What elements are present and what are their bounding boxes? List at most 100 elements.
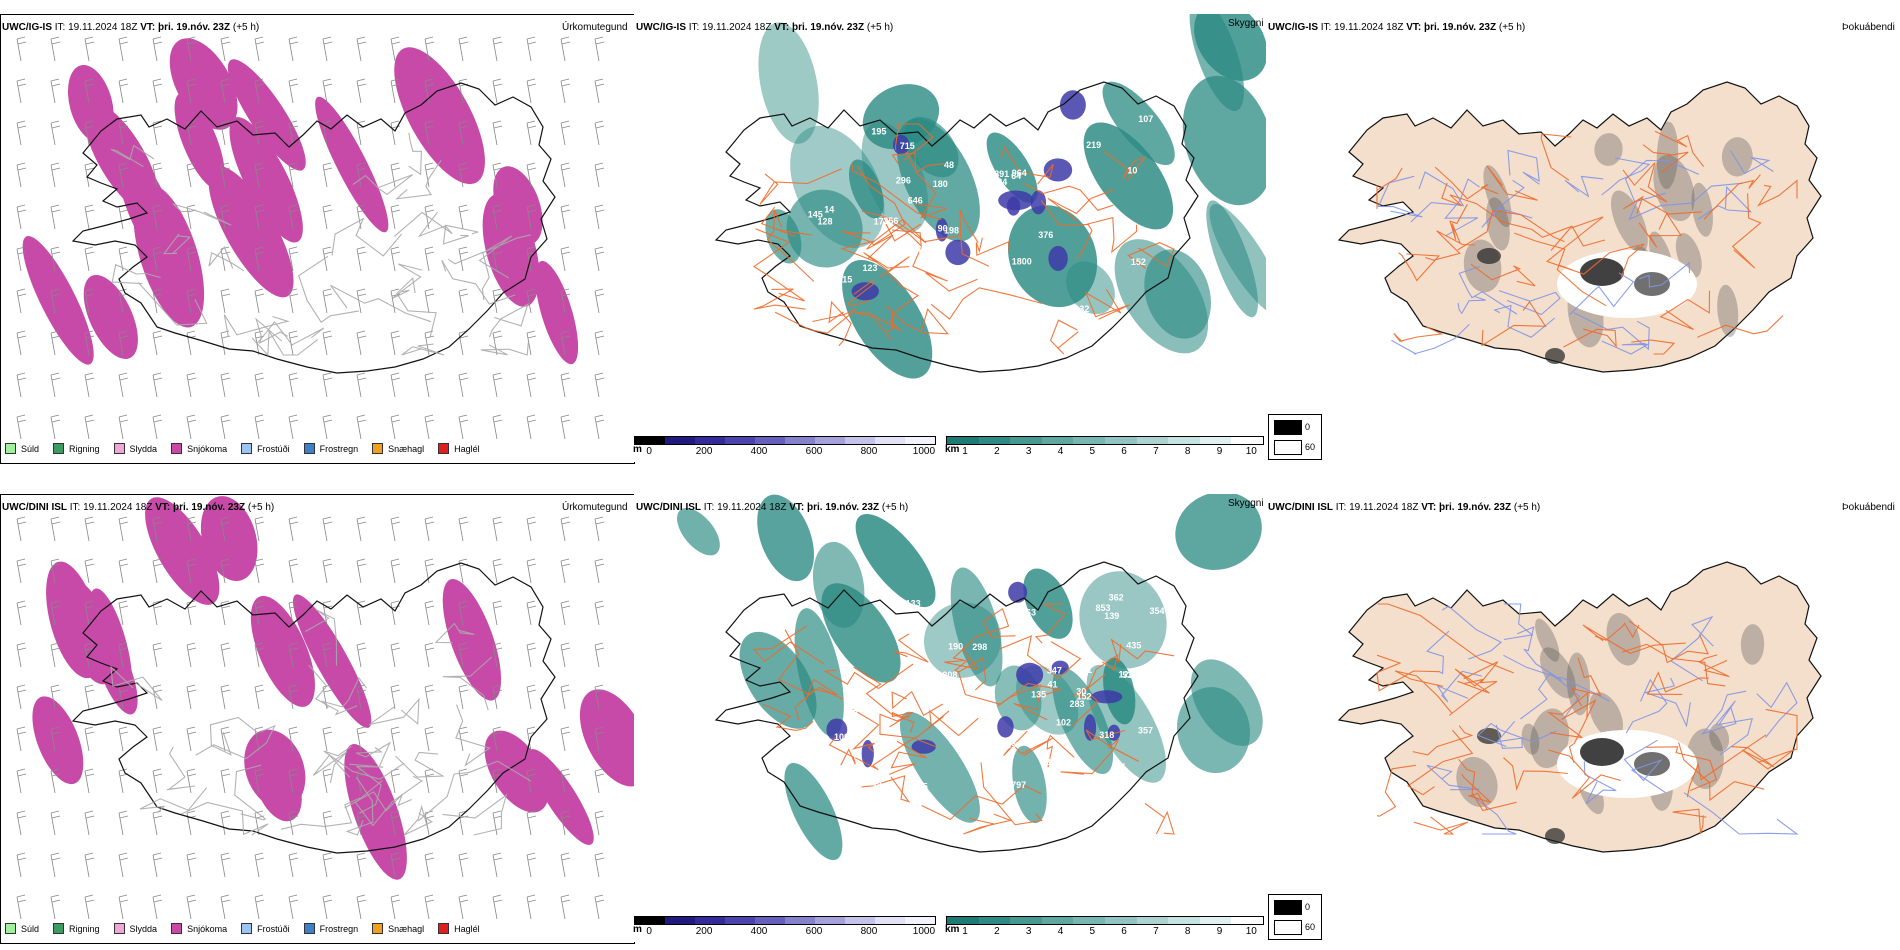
wind-barb: [84, 894, 95, 920]
wind-barb: [16, 810, 27, 836]
road-line: [891, 690, 944, 717]
wind-barb: [424, 36, 435, 62]
colorbar-cell: [845, 437, 875, 444]
it-label: IT:: [69, 502, 81, 513]
wind-barb: [356, 600, 367, 626]
road-line: [368, 697, 420, 726]
wind-barb: [84, 78, 95, 104]
wind-barb: [390, 642, 401, 668]
wind-barb: [594, 204, 605, 230]
wind-barb: [560, 372, 571, 398]
cloud-base-label: 220: [867, 778, 882, 788]
wind-barb: [356, 120, 367, 146]
road-line: [1595, 622, 1640, 641]
wind-barb: [50, 726, 61, 752]
wind-barb: [390, 372, 401, 398]
wind-barb: [560, 204, 571, 230]
wind-barb: [322, 516, 333, 542]
legend-label: Snjókoma: [187, 923, 228, 934]
vis-unit: km: [945, 444, 960, 455]
wind-barb: [152, 516, 163, 542]
road-line: [841, 218, 927, 244]
wind-barb: [424, 726, 435, 752]
vis-cells: [946, 436, 1264, 445]
legend-item: Rigning: [53, 923, 100, 934]
wind-barb: [254, 78, 265, 104]
road-line: [975, 237, 1010, 257]
road-line: [1040, 200, 1093, 259]
wind-barb: [356, 288, 367, 314]
wind-barb: [492, 330, 503, 356]
road-line: [139, 787, 208, 814]
road-line: [1047, 189, 1114, 222]
vt-label: VT:: [1421, 502, 1437, 513]
road-line: [1060, 738, 1119, 775]
snow-area: [67, 65, 114, 143]
road-line: [1547, 691, 1589, 739]
wind-barb: [526, 78, 537, 104]
wind-barb: [526, 684, 537, 710]
snow-area: [244, 729, 306, 809]
wind-barb: [84, 768, 95, 794]
legend-item: Súld: [5, 443, 39, 454]
legend-label: Haglél: [454, 443, 480, 454]
wind-barb: [560, 810, 571, 836]
colorbar-tick: 3: [1025, 926, 1032, 937]
road-line: [1654, 130, 1705, 168]
cloud-base-label: 14: [824, 204, 834, 214]
wind-barb: [356, 246, 367, 272]
road-line: [879, 713, 937, 748]
road-line: [1481, 301, 1547, 347]
wind-barb: [526, 36, 537, 62]
wind-barb: [220, 204, 231, 230]
wind-barb: [50, 246, 61, 272]
road-line: [1457, 295, 1486, 315]
legend-label: Frostregn: [319, 923, 359, 934]
low-visibility-area: [848, 159, 884, 219]
wind-barb: [594, 852, 605, 878]
wind-barb: [118, 810, 129, 836]
colorbar-tick: 400: [750, 926, 768, 937]
wind-barb: [356, 726, 367, 752]
snow-area: [200, 496, 258, 581]
snow-area: [22, 236, 94, 365]
colorbar-tick: 1000: [912, 446, 936, 457]
wind-barb: [424, 372, 435, 398]
wind-barb: [288, 726, 299, 752]
wind-barb: [50, 162, 61, 188]
legend-item: Snæhagl: [372, 923, 424, 934]
snow-area: [528, 749, 594, 845]
road-line: [1449, 203, 1468, 244]
wind-barb: [390, 810, 401, 836]
wind-barb: [322, 852, 333, 878]
snow-area: [579, 689, 634, 787]
road-line: [840, 234, 894, 263]
wind-barb: [594, 330, 605, 356]
wind-barb: [526, 414, 537, 440]
wind-barb: [220, 642, 231, 668]
legend-item: Snæhagl: [372, 443, 424, 454]
wind-barb: [50, 600, 61, 626]
road-line: [110, 665, 163, 702]
road-line: [480, 342, 529, 356]
road-line: [980, 762, 1043, 826]
road-line: [1003, 730, 1054, 756]
road-line: [1697, 315, 1784, 338]
lead-time: (+5 h): [247, 502, 275, 513]
wind-barb: [50, 852, 61, 878]
road-line: [753, 228, 806, 302]
cloud-base-label: 100: [834, 732, 849, 742]
road-line: [1470, 793, 1517, 835]
iceland-coastline: [1337, 81, 1822, 373]
wind-barb: [220, 288, 231, 314]
legend-label: Súld: [21, 443, 40, 454]
road-line: [344, 791, 412, 812]
wind-barb: [152, 288, 163, 314]
colorbar-cell: [755, 437, 785, 444]
cloud-map-top: 219 180 376 534 115 891 1800 964 646 940 195 296 145…: [714, 14, 1266, 379]
cloud-base-label: 133: [906, 599, 921, 609]
snow-area: [83, 274, 138, 359]
wind-barb: [560, 726, 571, 752]
wind-barb: [390, 768, 401, 794]
model-name: UWC/DINI ISL: [2, 502, 67, 513]
